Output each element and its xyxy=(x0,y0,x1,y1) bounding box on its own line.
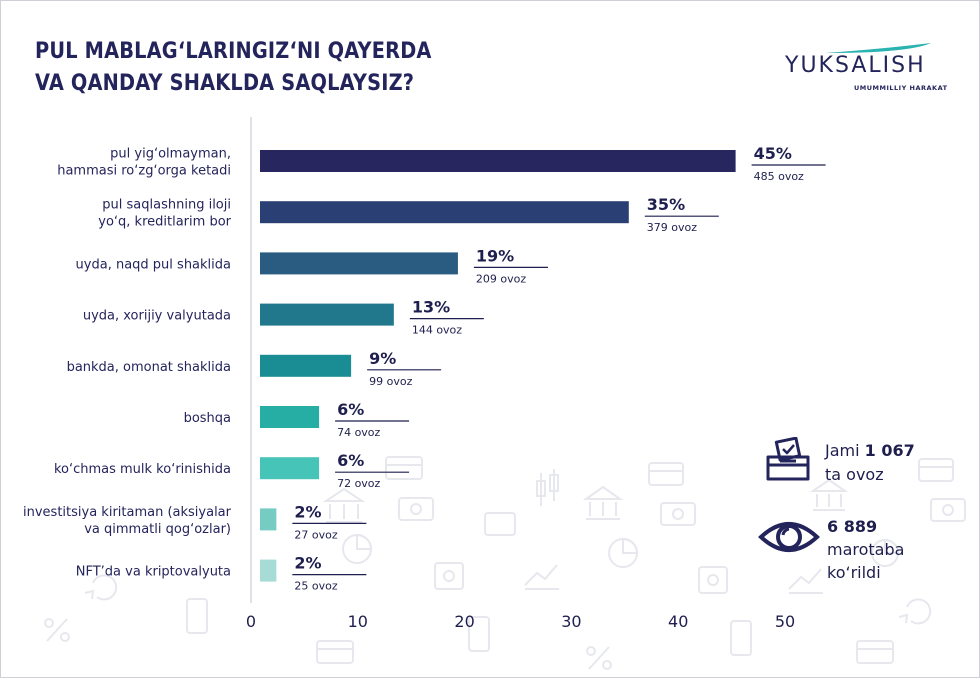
votes-label: 485 ovoz xyxy=(754,170,804,183)
x-tick-label: 0 xyxy=(246,612,256,631)
bank-icon xyxy=(809,478,849,511)
pie-icon xyxy=(871,538,900,567)
votes-label: 72 ovoz xyxy=(337,477,380,490)
pie-icon xyxy=(342,533,373,564)
card-icon xyxy=(918,458,954,482)
bank-icon xyxy=(582,485,624,520)
pie-icon xyxy=(608,537,639,568)
votes-label: 27 ovoz xyxy=(294,528,337,541)
card-icon xyxy=(648,462,684,486)
total-views-line-2: marotaba xyxy=(827,540,905,559)
x-tick-label: 30 xyxy=(561,612,581,631)
x-tick-label: 40 xyxy=(668,612,688,631)
bank-icon xyxy=(322,487,366,523)
logo-swoosh-icon xyxy=(825,43,931,53)
category-label: ko‘chmas mulk ko‘rinishida xyxy=(54,462,231,477)
bar xyxy=(260,508,277,531)
votes-label: 25 ovoz xyxy=(294,580,337,593)
votes-label: 144 ovoz xyxy=(412,324,462,337)
percent-label: 6% xyxy=(337,451,364,470)
total-votes-prefix: Jami xyxy=(825,441,865,460)
money-icon xyxy=(660,502,696,526)
safe-icon xyxy=(698,566,728,594)
logo-subtitle: UMUMMILLIY HARAKAT xyxy=(854,84,948,92)
phone-icon xyxy=(186,598,208,634)
growth-icon xyxy=(788,568,823,594)
x-tick-label: 10 xyxy=(348,612,368,631)
candlestick-icon xyxy=(536,469,559,506)
bar xyxy=(260,252,458,275)
exchange-icon xyxy=(84,574,118,601)
total-views: 6 889 marotaba ko‘rildi xyxy=(827,515,904,584)
total-votes-suffix: ta ovoz xyxy=(825,465,884,484)
total-votes-line-1: Jami 1 067 xyxy=(825,439,915,463)
percent-label: 35% xyxy=(647,195,685,214)
title-line-2: VA QANDAY SHAKLDA SAQLAYSIZ? xyxy=(35,70,415,96)
percent-label: 2% xyxy=(294,502,321,521)
percent-icon xyxy=(586,646,612,670)
votes-label: 99 ovoz xyxy=(369,375,412,388)
card-icon xyxy=(385,456,423,480)
bar xyxy=(260,354,352,377)
bar xyxy=(260,406,320,428)
total-votes-value: 1 067 xyxy=(864,441,915,460)
bar xyxy=(260,457,320,480)
category-label: pul yig‘olmayman, hammasi ro‘zg‘orga keta… xyxy=(57,147,231,179)
eye-icon xyxy=(758,522,820,552)
card-icon xyxy=(316,640,354,664)
money-icon xyxy=(930,498,966,522)
category-label: NFT’da va kriptovalyuta xyxy=(76,565,231,580)
category-label: pul saqlashning iloji yo‘q, kreditlarim b… xyxy=(98,198,231,230)
total-views-line-3: ko‘rildi xyxy=(827,563,881,582)
percent-label: 13% xyxy=(412,298,450,317)
yuksalish-logo: YUKSALISH UMUMMILLIY HARAKAT xyxy=(781,39,947,99)
bar xyxy=(260,150,736,172)
phone-icon xyxy=(468,616,490,652)
category-label: bankda, omonat shaklida xyxy=(67,360,231,375)
ballot-box-icon xyxy=(766,437,810,481)
percent-icon xyxy=(44,618,70,642)
logo-name: YUKSALISH xyxy=(785,53,926,78)
percent-label: 6% xyxy=(337,400,364,419)
money-icon xyxy=(398,497,434,521)
wallet-icon xyxy=(484,512,516,536)
x-tick-label: 50 xyxy=(775,612,795,631)
votes-label: 209 ovoz xyxy=(476,272,526,285)
category-label: boshqa xyxy=(184,411,231,426)
card-icon xyxy=(856,640,894,664)
percent-label: 19% xyxy=(476,246,514,265)
growth-icon xyxy=(524,564,559,590)
percent-label: 9% xyxy=(369,349,396,368)
bar xyxy=(260,303,394,326)
bar xyxy=(260,559,277,582)
category-label: uyda, xorijiy valyutada xyxy=(83,309,231,324)
title-line-1: PUL MABLAG‘LARINGIZ‘NI QAYERDA xyxy=(35,38,432,64)
votes-label: 74 ovoz xyxy=(337,426,380,439)
phone-icon xyxy=(730,620,752,656)
percent-label: 2% xyxy=(294,554,321,573)
total-views-value: 6 889 xyxy=(827,517,878,536)
total-votes: Jami 1 067 ta ovoz xyxy=(825,439,915,487)
bar xyxy=(260,201,629,224)
percent-label: 45% xyxy=(754,144,792,163)
category-label: uyda, naqd pul shaklida xyxy=(76,257,231,272)
x-tick-label: 20 xyxy=(454,612,474,631)
category-label: investitsiya kiritaman (aksiyalar va qimm… xyxy=(23,505,232,537)
page-title: PUL MABLAG‘LARINGIZ‘NI QAYERDA VA QANDAY… xyxy=(35,35,432,99)
safe-icon xyxy=(434,562,464,590)
exchange-icon xyxy=(898,598,932,625)
votes-label: 379 ovoz xyxy=(647,221,697,234)
